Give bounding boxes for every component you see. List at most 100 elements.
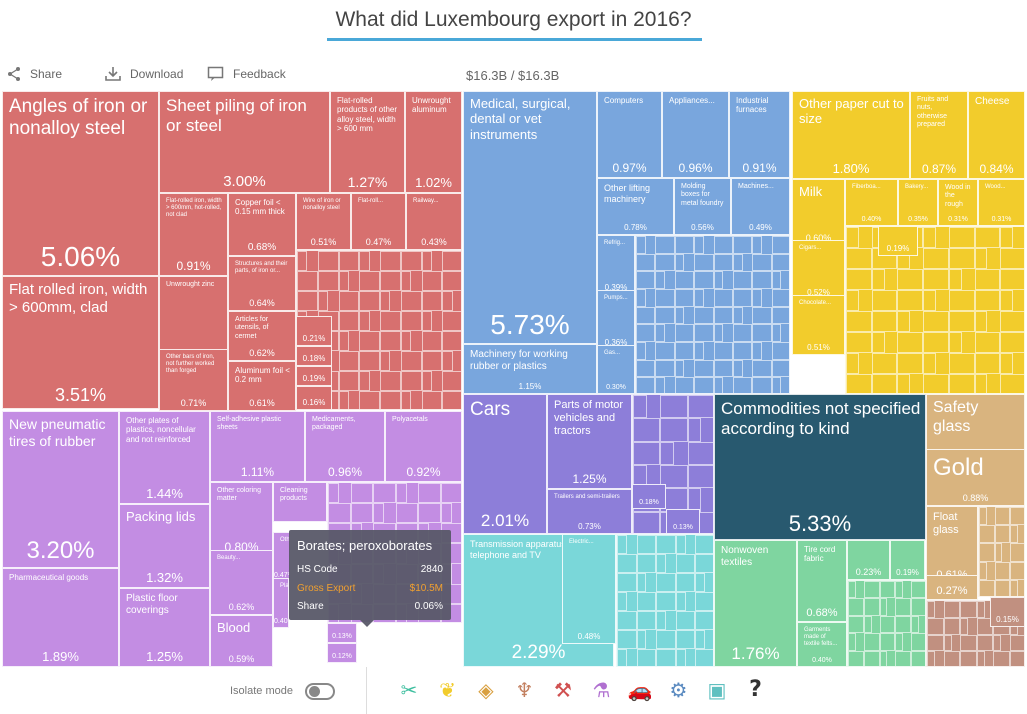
treemap-subcell[interactable] — [636, 342, 646, 360]
treemap-cell-molding-boxes-for-metal-foundry[interactable]: Molding boxes for metal foundry 0.56% — [674, 178, 731, 235]
treemap-subcell[interactable] — [675, 573, 696, 592]
vegetable-icon[interactable]: ❦ — [439, 678, 456, 702]
treemap-subcell[interactable] — [636, 289, 646, 307]
treemap-subcell[interactable] — [897, 290, 924, 311]
treemap-subcell[interactable] — [771, 236, 789, 254]
treemap-subcell[interactable] — [713, 324, 724, 342]
treemap-subcell[interactable] — [442, 371, 461, 391]
treemap-fill-machinery[interactable] — [635, 235, 790, 394]
treemap-cell-pharmaceutical-goods[interactable]: Pharmaceutical goods 1.89% — [2, 568, 119, 667]
treemap-subcell[interactable] — [713, 377, 724, 393]
treemap-subcell[interactable] — [418, 503, 441, 524]
treemap-subcell[interactable] — [732, 342, 753, 360]
treemap-subcell[interactable] — [871, 353, 898, 374]
treemap-subcell[interactable] — [695, 554, 713, 573]
treemap-subcell[interactable] — [694, 253, 714, 272]
treemap-subcell[interactable] — [846, 269, 872, 290]
treemap-subcell[interactable] — [660, 441, 674, 465]
unknown-icon[interactable]: ? — [749, 677, 762, 702]
treemap-subcell[interactable] — [636, 324, 656, 342]
treemap-cell-garments-made-of-textile-felts[interactable]: Garments made of textile felts... 0.40% — [797, 622, 847, 667]
treemap-subcell[interactable] — [1000, 290, 1014, 311]
treemap-subcell[interactable] — [359, 391, 380, 409]
treemap-subcell[interactable] — [1010, 507, 1024, 526]
treemap-subcell[interactable] — [871, 269, 885, 290]
treemap-cell-item-73[interactable]: 0.27% — [926, 575, 978, 600]
treemap-subcell[interactable] — [655, 359, 675, 378]
treemap-subcell[interactable] — [633, 395, 647, 419]
treemap-subcell[interactable] — [846, 311, 872, 332]
treemap-subcell[interactable] — [771, 342, 789, 360]
treemap-cell-electric[interactable]: Electric... 0.48% — [562, 534, 616, 644]
treemap-subcell[interactable] — [979, 525, 995, 544]
treemap-subcell[interactable] — [863, 598, 880, 616]
treemap-cell-commodities-not-specified-according-to-k[interactable]: Commodities not specified according to k… — [714, 394, 926, 540]
treemap-subcell[interactable] — [897, 374, 911, 393]
treemap-subcell[interactable] — [943, 601, 960, 618]
treemap-subcell[interactable] — [674, 289, 695, 307]
treemap-subcell[interactable] — [911, 615, 920, 634]
treemap-subcell[interactable] — [994, 579, 1011, 596]
treemap-subcell[interactable] — [674, 342, 695, 360]
treemap-subcell[interactable] — [636, 630, 647, 649]
treemap-subcell[interactable] — [752, 324, 772, 342]
treemap-cell-packing-lids[interactable]: Packing lids 1.32% — [119, 504, 210, 588]
treemap-subcell[interactable] — [656, 630, 676, 649]
treemap-subcell[interactable] — [948, 227, 975, 248]
treemap-subcell[interactable] — [359, 331, 380, 351]
treemap-subcell[interactable] — [923, 227, 936, 248]
treemap-subcell[interactable] — [395, 503, 418, 524]
treemap-subcell[interactable] — [359, 251, 370, 271]
treemap-subcell[interactable] — [771, 289, 789, 307]
treemap-subcell[interactable] — [675, 535, 686, 554]
treemap-subcell[interactable] — [895, 633, 904, 651]
treemap-subcell[interactable] — [317, 251, 339, 271]
treemap-subcell[interactable] — [974, 269, 1001, 290]
treemap-subcell[interactable] — [328, 503, 351, 524]
treemap-cell-gold[interactable]: Gold 0.88% — [926, 449, 1025, 506]
treemap-cell-copper-foil-0-15-mm-thick[interactable]: Copper foil < 0.15 mm thick 0.68% — [228, 193, 296, 256]
treemap-subcell[interactable] — [871, 374, 898, 393]
treemap-subcell[interactable] — [687, 441, 713, 465]
treemap-subcell[interactable] — [846, 353, 859, 374]
treemap-subcell[interactable] — [636, 592, 657, 611]
treemap-cell-angles-of-iron-or-nonalloy-steel[interactable]: Angles of iron or nonalloy steel 5.06% — [2, 91, 159, 276]
treemap-subcell[interactable] — [713, 289, 733, 307]
treemap-subcell[interactable] — [923, 332, 949, 353]
treemap-subcell[interactable] — [695, 630, 706, 649]
treemap-subcell[interactable] — [879, 615, 896, 634]
treemap-subcell[interactable] — [687, 395, 713, 419]
treemap-cell-railway[interactable]: Railway... 0.43% — [406, 193, 462, 250]
treemap-subcell[interactable] — [694, 271, 714, 289]
treemap-subcell[interactable] — [863, 650, 880, 666]
treemap-subcell[interactable] — [636, 573, 647, 592]
treemap-subcell[interactable] — [655, 253, 675, 272]
treemap-subcell[interactable] — [974, 227, 1001, 248]
treemap-subcell[interactable] — [442, 351, 453, 371]
treemap-subcell[interactable] — [442, 311, 461, 331]
treemap-cell-item-17[interactable]: 0.19% — [296, 366, 332, 386]
treemap-subcell[interactable] — [380, 251, 401, 271]
treemap-fill-stone[interactable] — [978, 506, 1025, 597]
treemap-subcell[interactable] — [960, 617, 969, 635]
treemap-subcell[interactable] — [655, 324, 666, 342]
treemap-cell-other-coloring-matter[interactable]: Other coloring matter 0.80% — [210, 482, 273, 557]
treemap-subcell[interactable] — [674, 271, 695, 289]
treemap-subcell[interactable] — [421, 311, 432, 331]
treemap-subcell[interactable] — [1010, 561, 1024, 580]
treemap-subcell[interactable] — [380, 331, 401, 351]
treemap-subcell[interactable] — [617, 535, 627, 554]
treemap-subcell[interactable] — [771, 306, 789, 325]
treemap-cell-item-16[interactable]: 0.18% — [296, 346, 332, 366]
treemap-cell-tire-cord-fabric[interactable]: Tire cord fabric 0.68% — [797, 540, 847, 622]
feedback-button[interactable]: Feedback — [207, 66, 286, 82]
treemap-subcell[interactable] — [656, 573, 676, 592]
treemap-subcell[interactable] — [655, 306, 675, 325]
treemap-subcell[interactable] — [442, 251, 461, 271]
treemap-subcell[interactable] — [421, 391, 443, 409]
treemap-subcell[interactable] — [994, 507, 1011, 526]
treemap-subcell[interactable] — [695, 535, 713, 554]
treemap-subcell[interactable] — [897, 269, 924, 290]
treemap-subcell[interactable] — [1000, 374, 1024, 393]
isolate-mode-toggle[interactable] — [305, 683, 335, 700]
